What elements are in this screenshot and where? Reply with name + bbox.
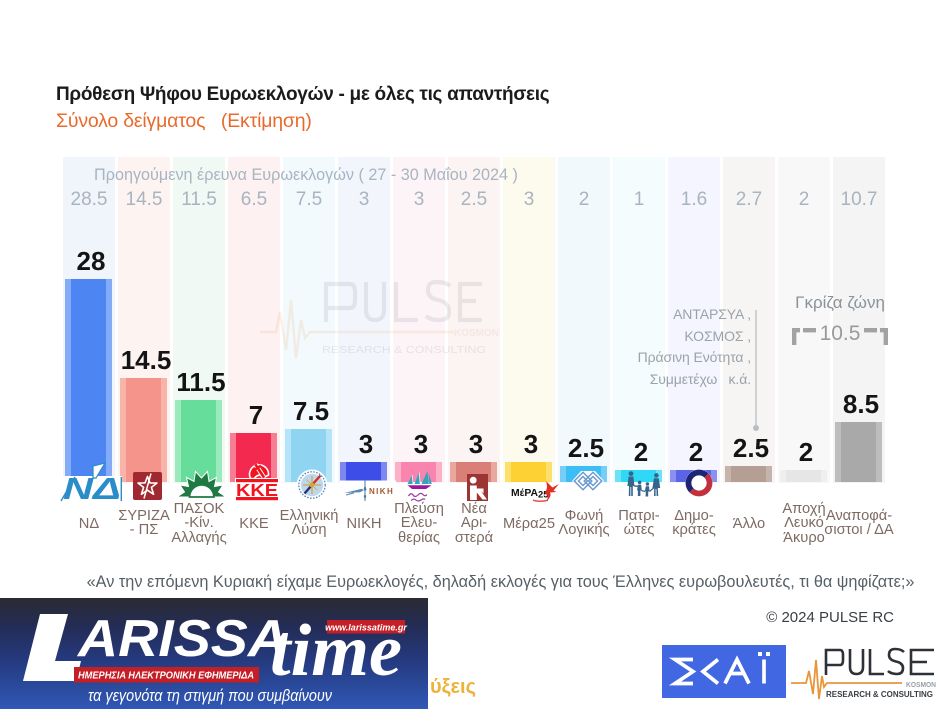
svg-text:ΗΜΕΡΗΣΙΑ ΗΛΕΚΤΡΟΝΙΚΗ ΕΦΗΜΕΡΙΔΑ: ΗΜΕΡΗΣΙΑ ΗΛΕΚΤΡΟΝΙΚΗ ΕΦΗΜΕΡΙΔΑ	[78, 670, 254, 682]
svg-text:RESEARCH & CONSULTING: RESEARCH & CONSULTING	[322, 344, 486, 356]
svg-text:25: 25	[538, 489, 548, 500]
svg-text:www.larissatime.gr: www.larissatime.gr	[325, 623, 407, 633]
svg-text:KOSMON: KOSMON	[906, 682, 936, 689]
svg-text:ARISSA: ARISSA	[76, 610, 288, 668]
svg-text:KOSMON: KOSMON	[454, 328, 498, 339]
svg-text:τα γεγονότα τη στιγμή που συμβ: τα γεγονότα τη στιγμή που συμβαίνουν	[88, 686, 332, 705]
svg-text:ΜέΡΑ: ΜέΡΑ	[511, 487, 538, 499]
svg-text:KKE: KKE	[236, 480, 278, 500]
svg-text:ΝΔ: ΝΔ	[63, 471, 121, 503]
svg-text:ΝΙΚΗ: ΝΙΚΗ	[369, 487, 394, 496]
svg-text:RESEARCH & CONSULTING: RESEARCH & CONSULTING	[826, 690, 933, 699]
